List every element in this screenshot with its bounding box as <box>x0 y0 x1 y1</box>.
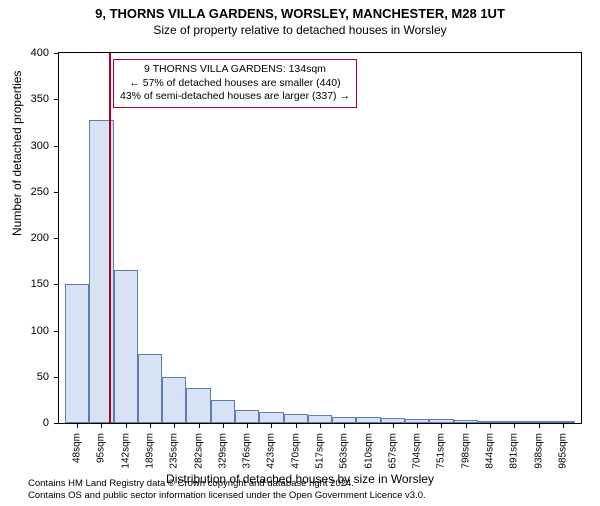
x-tick-label: 423sqm <box>266 429 277 469</box>
x-tick-mark <box>441 423 442 428</box>
x-tick-label: 657sqm <box>387 429 398 469</box>
histogram-bar <box>235 410 259 423</box>
histogram-bar <box>65 284 89 423</box>
footer-line-2: Contains OS and public sector informatio… <box>28 490 426 502</box>
x-tick-mark <box>150 423 151 428</box>
x-tick-label: 282sqm <box>193 429 204 469</box>
x-tick-label: 48sqm <box>72 429 83 463</box>
y-tick-mark <box>54 238 59 239</box>
footer-line-1: Contains HM Land Registry data © Crown c… <box>28 478 426 490</box>
footer-attribution: Contains HM Land Registry data © Crown c… <box>28 478 426 502</box>
property-marker-line <box>109 53 111 423</box>
x-tick-mark <box>369 423 370 428</box>
x-tick-mark <box>466 423 467 428</box>
x-tick-mark <box>77 423 78 428</box>
x-tick-label: 985sqm <box>557 429 568 469</box>
page-title-2: Size of property relative to detached ho… <box>0 23 600 37</box>
x-tick-label: 704sqm <box>412 429 423 469</box>
page-title-1: 9, THORNS VILLA GARDENS, WORSLEY, MANCHE… <box>0 6 600 21</box>
y-tick-mark <box>54 377 59 378</box>
x-tick-mark <box>563 423 564 428</box>
x-tick-label: 798sqm <box>460 429 471 469</box>
annotation-line-3: 43% of semi-detached houses are larger (… <box>120 90 350 104</box>
x-tick-mark <box>296 423 297 428</box>
x-tick-label: 751sqm <box>436 429 447 469</box>
x-tick-label: 235sqm <box>169 429 180 469</box>
x-tick-mark <box>223 423 224 428</box>
x-tick-mark <box>199 423 200 428</box>
y-tick-mark <box>54 284 59 285</box>
x-tick-mark <box>101 423 102 428</box>
x-tick-label: 517sqm <box>315 429 326 469</box>
y-tick-mark <box>54 331 59 332</box>
x-tick-mark <box>174 423 175 428</box>
histogram-bar <box>114 270 138 423</box>
y-tick-mark <box>54 146 59 147</box>
x-tick-label: 376sqm <box>242 429 253 469</box>
x-tick-label: 142sqm <box>120 429 131 469</box>
histogram-bar <box>308 415 332 423</box>
histogram-bar <box>284 414 308 423</box>
y-tick-mark <box>54 99 59 100</box>
annotation-line-1: 9 THORNS VILLA GARDENS: 134sqm <box>120 63 350 77</box>
histogram-bar <box>211 400 235 423</box>
annotation-box: 9 THORNS VILLA GARDENS: 134sqm ← 57% of … <box>113 59 357 108</box>
histogram-bar <box>186 388 210 423</box>
x-tick-mark <box>514 423 515 428</box>
y-tick-mark <box>54 192 59 193</box>
x-tick-label: 938sqm <box>533 429 544 469</box>
x-tick-label: 891sqm <box>509 429 520 469</box>
x-tick-mark <box>539 423 540 428</box>
y-axis-label: Number of detached properties <box>10 71 24 236</box>
x-tick-mark <box>247 423 248 428</box>
histogram-chart: 9 THORNS VILLA GARDENS: 134sqm ← 57% of … <box>58 52 582 424</box>
x-tick-label: 844sqm <box>485 429 496 469</box>
x-tick-mark <box>126 423 127 428</box>
x-tick-mark <box>393 423 394 428</box>
annotation-line-2: ← 57% of detached houses are smaller (44… <box>120 77 350 91</box>
x-tick-mark <box>344 423 345 428</box>
x-tick-label: 189sqm <box>145 429 156 469</box>
x-tick-label: 329sqm <box>217 429 228 469</box>
x-tick-mark <box>271 423 272 428</box>
histogram-bar <box>138 354 162 423</box>
x-tick-label: 610sqm <box>363 429 374 469</box>
histogram-bar <box>162 377 186 423</box>
x-tick-label: 563sqm <box>339 429 350 469</box>
x-tick-mark <box>417 423 418 428</box>
y-tick-mark <box>54 53 59 54</box>
histogram-bar <box>259 412 283 423</box>
x-tick-mark <box>490 423 491 428</box>
y-tick-mark <box>54 423 59 424</box>
x-tick-mark <box>320 423 321 428</box>
x-tick-label: 95sqm <box>96 429 107 463</box>
x-tick-label: 470sqm <box>290 429 301 469</box>
